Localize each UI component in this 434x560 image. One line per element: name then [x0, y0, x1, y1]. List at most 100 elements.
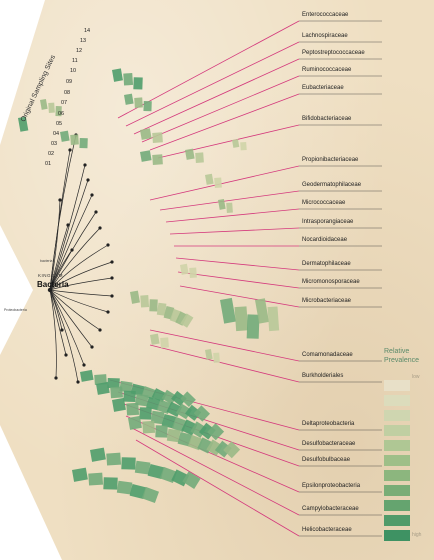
left-notch-mid	[0, 225, 33, 355]
prevalence-cell	[106, 452, 122, 466]
prevalence-cell	[204, 348, 213, 360]
tree-node	[54, 376, 58, 380]
prevalence-cell	[18, 116, 29, 132]
prevalence-cell	[39, 98, 48, 110]
tree-node	[94, 210, 98, 214]
prevalence-cell	[184, 404, 202, 421]
tree-branch	[49, 249, 73, 291]
left-notch-bottom	[0, 425, 62, 560]
connector-line	[157, 124, 300, 159]
tree-branch	[49, 289, 113, 297]
tree-branch	[49, 289, 85, 366]
family-label-propionibacteriaceae: Propionibacteriaceae	[302, 157, 359, 163]
prevalence-cell	[177, 431, 193, 447]
prevalence-cell	[217, 198, 226, 210]
prevalence-cell	[143, 100, 152, 112]
family-label-micromonosporaceae: Micromonosporaceae	[302, 279, 360, 285]
prevalence-cell	[231, 138, 240, 148]
prevalence-cell	[126, 402, 140, 416]
family-label-nocardioidaceae: Nocardioidaceae	[302, 237, 348, 243]
tree-node	[76, 380, 80, 384]
prevalence-cell	[223, 441, 241, 459]
tree-node	[98, 328, 102, 332]
tree-root-node	[47, 287, 53, 293]
family-label-epsilonproteobacteria: Epsilonproteobacteria	[302, 483, 361, 489]
tree-branch	[49, 244, 109, 291]
connector-line	[149, 329, 300, 362]
prevalence-cell	[214, 177, 222, 188]
prevalence-cell	[207, 423, 225, 441]
prevalence-cell	[129, 290, 140, 304]
prevalence-cell	[107, 377, 120, 389]
legend-title-line2: Prevalence	[384, 357, 420, 364]
sampling-site-number: 05	[56, 121, 63, 127]
sampling-site-number: 01	[45, 161, 52, 167]
tree-node	[66, 223, 70, 227]
family-label-campylobacteraceae: Campylobacteraceae	[302, 506, 359, 512]
prevalence-cell	[180, 313, 194, 328]
family-label-eubacteriaceae: Eubacteriaceae	[302, 85, 344, 91]
branch-label-bacteria: bacteria	[40, 259, 53, 263]
sampling-site-number: 08	[64, 90, 71, 96]
prevalence-cell	[175, 311, 188, 326]
family-label-geodermatophilaceae: Geodermatophilaceae	[302, 182, 362, 188]
connector-line	[131, 427, 300, 516]
prevalence-cell	[95, 381, 110, 395]
connector-line	[133, 58, 300, 135]
prevalence-cell	[140, 150, 152, 162]
tree-node	[60, 328, 64, 332]
left-notch-top	[0, 0, 45, 145]
tree-node	[64, 353, 68, 357]
connector-line	[125, 41, 300, 127]
connector-line	[149, 93, 300, 151]
prevalence-cell	[161, 389, 178, 405]
tree-branch	[49, 289, 101, 331]
prevalence-cell	[240, 141, 247, 151]
prevalence-cell	[184, 148, 195, 160]
prevalence-cell	[48, 102, 55, 113]
family-label-comamonadaceae: Comamonadaceae	[302, 352, 353, 358]
prevalence-cell	[180, 391, 196, 407]
connector-line	[135, 439, 300, 537]
prevalence-cell	[179, 263, 189, 275]
prevalence-cell	[134, 460, 151, 475]
connector-line	[177, 271, 300, 289]
prevalence-cell	[116, 480, 133, 495]
tree-branch	[49, 289, 79, 383]
sampling-site-number: 12	[76, 48, 83, 54]
prevalence-cell	[139, 128, 152, 140]
family-label-deltaproteobacteria: Deltaproteobacteria	[302, 421, 355, 427]
family-label-lachnospiraceae: Lachnospiraceae	[302, 33, 348, 39]
prevalence-cell	[119, 380, 133, 393]
tree-node	[90, 193, 94, 197]
prevalence-cell	[135, 393, 149, 407]
kingdom-label: KINGDOM	[38, 273, 64, 278]
tree-branch	[49, 199, 61, 291]
sampling-site-number: 09	[66, 79, 73, 85]
prevalence-cell	[155, 425, 168, 438]
tree-branch	[49, 289, 109, 313]
legend-swatch	[384, 530, 410, 541]
legend-swatch	[384, 515, 410, 526]
sampling-site-number: 14	[84, 28, 91, 34]
kingdom-name: Bacteria	[37, 280, 69, 289]
prevalence-cell	[129, 483, 147, 500]
prevalence-cell	[123, 72, 134, 86]
prevalence-cell	[123, 390, 136, 403]
tree-node	[106, 310, 110, 314]
prevalence-cell	[139, 407, 152, 420]
prevalence-cell	[112, 68, 123, 82]
prevalence-cell	[72, 467, 88, 482]
prevalence-cell	[234, 306, 249, 332]
connector-line	[149, 165, 300, 201]
tree-branch	[49, 164, 86, 291]
tree-node	[90, 345, 94, 349]
prevalence-cell	[150, 333, 160, 345]
prevalence-cell	[60, 130, 70, 142]
legend-swatch	[384, 470, 410, 481]
prevalence-cell	[94, 374, 107, 385]
prevalence-cell	[79, 137, 88, 149]
legend-high-label: high	[412, 532, 422, 538]
sampling-site-number: 13	[80, 38, 87, 44]
